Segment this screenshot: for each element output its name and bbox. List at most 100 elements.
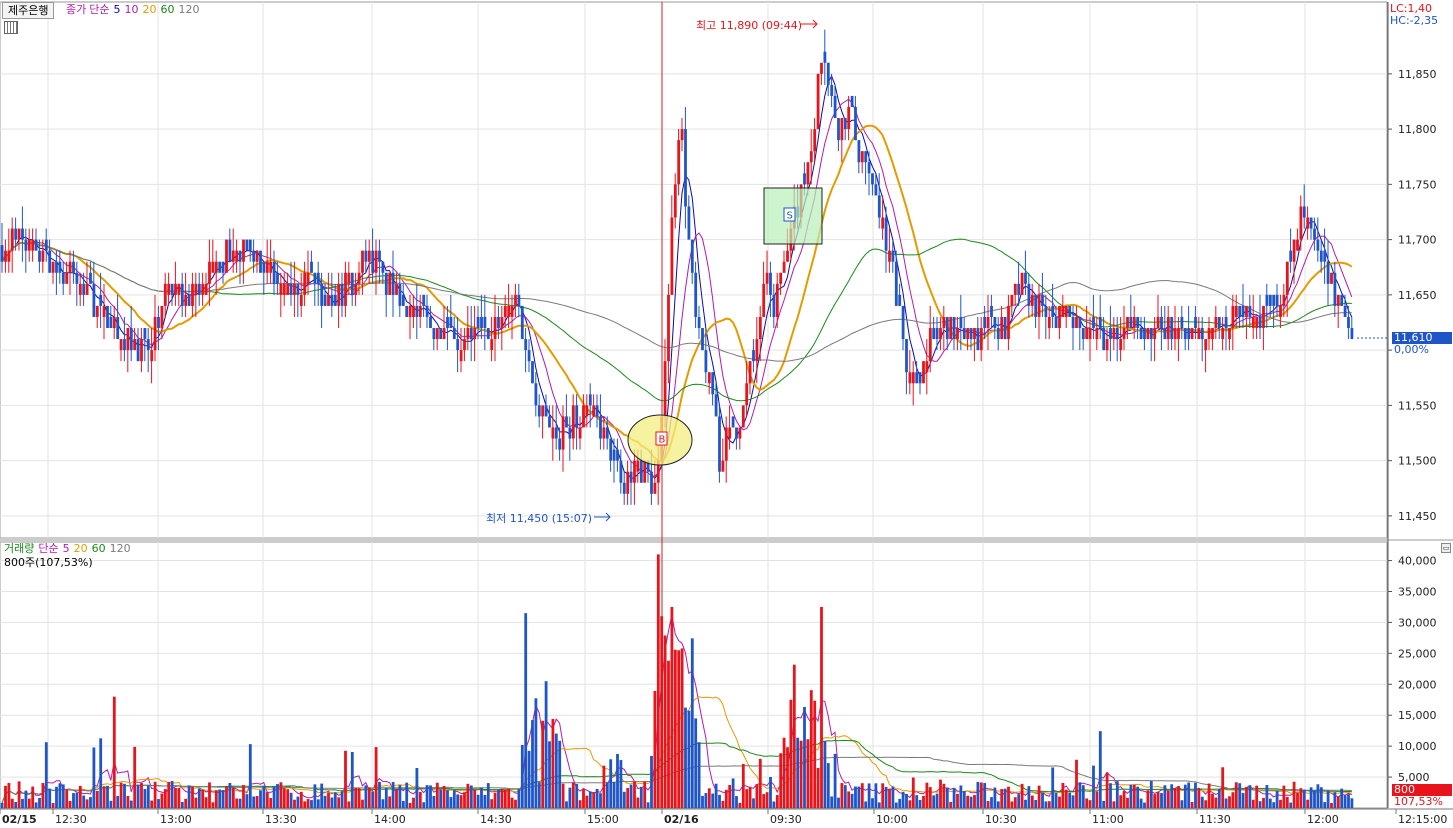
candle xyxy=(1126,316,1129,340)
x-tick-2: 13:00 xyxy=(160,813,192,826)
volume-bar xyxy=(748,786,752,808)
candle xyxy=(1333,261,1337,317)
price-tick-0: 11,850 xyxy=(1398,68,1437,81)
candle xyxy=(1102,316,1106,351)
candle xyxy=(633,449,636,505)
candle xyxy=(463,328,466,362)
volume-bar xyxy=(779,753,783,808)
volume-bar xyxy=(157,799,160,808)
volume-bar xyxy=(1336,796,1340,808)
candle xyxy=(711,372,715,406)
x-tick-9: 10:00 xyxy=(876,813,908,826)
candle xyxy=(361,250,364,295)
volume-bar xyxy=(690,638,694,808)
candle xyxy=(109,305,113,329)
candle xyxy=(561,405,565,472)
price-tick-4: 11,650 xyxy=(1398,289,1437,302)
volume-bar xyxy=(364,785,368,808)
volume-bar xyxy=(707,788,711,808)
candle xyxy=(4,239,7,273)
candle xyxy=(0,223,4,273)
svg-text:S: S xyxy=(787,211,793,222)
candle xyxy=(180,272,184,317)
volume-bar xyxy=(979,782,983,808)
volume-bar xyxy=(949,801,953,808)
stock-name-tag[interactable]: 제주은행 xyxy=(2,2,55,19)
volume-bar xyxy=(820,606,823,808)
volume-bar xyxy=(1044,801,1048,808)
volume-bar xyxy=(833,753,837,808)
legend-volume: 거래량 xyxy=(4,542,35,555)
volume-bar xyxy=(1217,789,1221,808)
candle xyxy=(1194,305,1197,340)
candle xyxy=(1265,283,1269,329)
volume-bar xyxy=(823,740,827,808)
candle xyxy=(925,339,929,395)
volume-bar xyxy=(1333,792,1337,808)
volume-bar xyxy=(1279,799,1282,808)
candle xyxy=(374,239,378,295)
candle xyxy=(31,228,35,262)
candle xyxy=(401,283,405,306)
volume-bar xyxy=(412,797,415,808)
candle xyxy=(765,250,769,295)
volume-bar xyxy=(401,800,405,808)
candle xyxy=(769,261,772,317)
candle xyxy=(299,272,303,317)
high-arrow xyxy=(801,19,818,29)
candle xyxy=(371,228,375,284)
candle xyxy=(473,305,477,362)
volume-bar xyxy=(1132,784,1136,808)
volume-bar xyxy=(799,740,803,808)
candle xyxy=(918,372,922,395)
candle xyxy=(1234,294,1238,329)
volume-bar xyxy=(7,783,11,808)
candle xyxy=(1336,294,1340,329)
volume-bar xyxy=(279,782,283,808)
volume-bar xyxy=(337,797,341,808)
volume-bar xyxy=(330,797,334,808)
volume-bar xyxy=(1350,798,1354,808)
candle xyxy=(837,118,840,152)
candle xyxy=(75,261,79,306)
volume-bar xyxy=(745,789,749,808)
volume-bar xyxy=(463,792,466,808)
candle xyxy=(439,328,443,340)
volume-bar xyxy=(687,710,691,808)
volume-bar xyxy=(486,783,490,808)
candle xyxy=(476,305,480,340)
candle xyxy=(1313,217,1316,251)
collapse-volume-button[interactable]: ▭ xyxy=(1441,543,1451,553)
candle xyxy=(248,239,252,262)
low-arrow xyxy=(594,512,611,522)
volume-bar xyxy=(384,788,388,808)
volume-bar xyxy=(299,791,303,808)
candle xyxy=(500,305,504,351)
candle xyxy=(1228,328,1231,351)
candle xyxy=(537,394,541,428)
calculator-icon[interactable] xyxy=(4,21,18,34)
candle xyxy=(877,173,881,229)
candle xyxy=(901,305,905,351)
volume-bar xyxy=(973,795,976,808)
volume-bar xyxy=(1347,794,1350,808)
volume-bar xyxy=(629,784,633,808)
volume-bar xyxy=(1200,796,1204,808)
candle xyxy=(714,383,718,417)
candle xyxy=(197,272,201,306)
candle xyxy=(599,394,602,450)
volume-bar xyxy=(1170,784,1174,808)
candle xyxy=(452,316,456,340)
price-tick-8: 11,450 xyxy=(1398,510,1437,523)
volume-bar xyxy=(1105,772,1109,808)
volume-bar xyxy=(1024,799,1027,808)
candle xyxy=(945,316,949,351)
candle xyxy=(1156,294,1160,329)
candle xyxy=(568,416,572,461)
volume-bar xyxy=(146,785,150,808)
volume-bar xyxy=(119,782,123,808)
candle xyxy=(860,151,864,174)
volume-bar xyxy=(969,796,973,808)
volume-bar xyxy=(888,788,891,808)
